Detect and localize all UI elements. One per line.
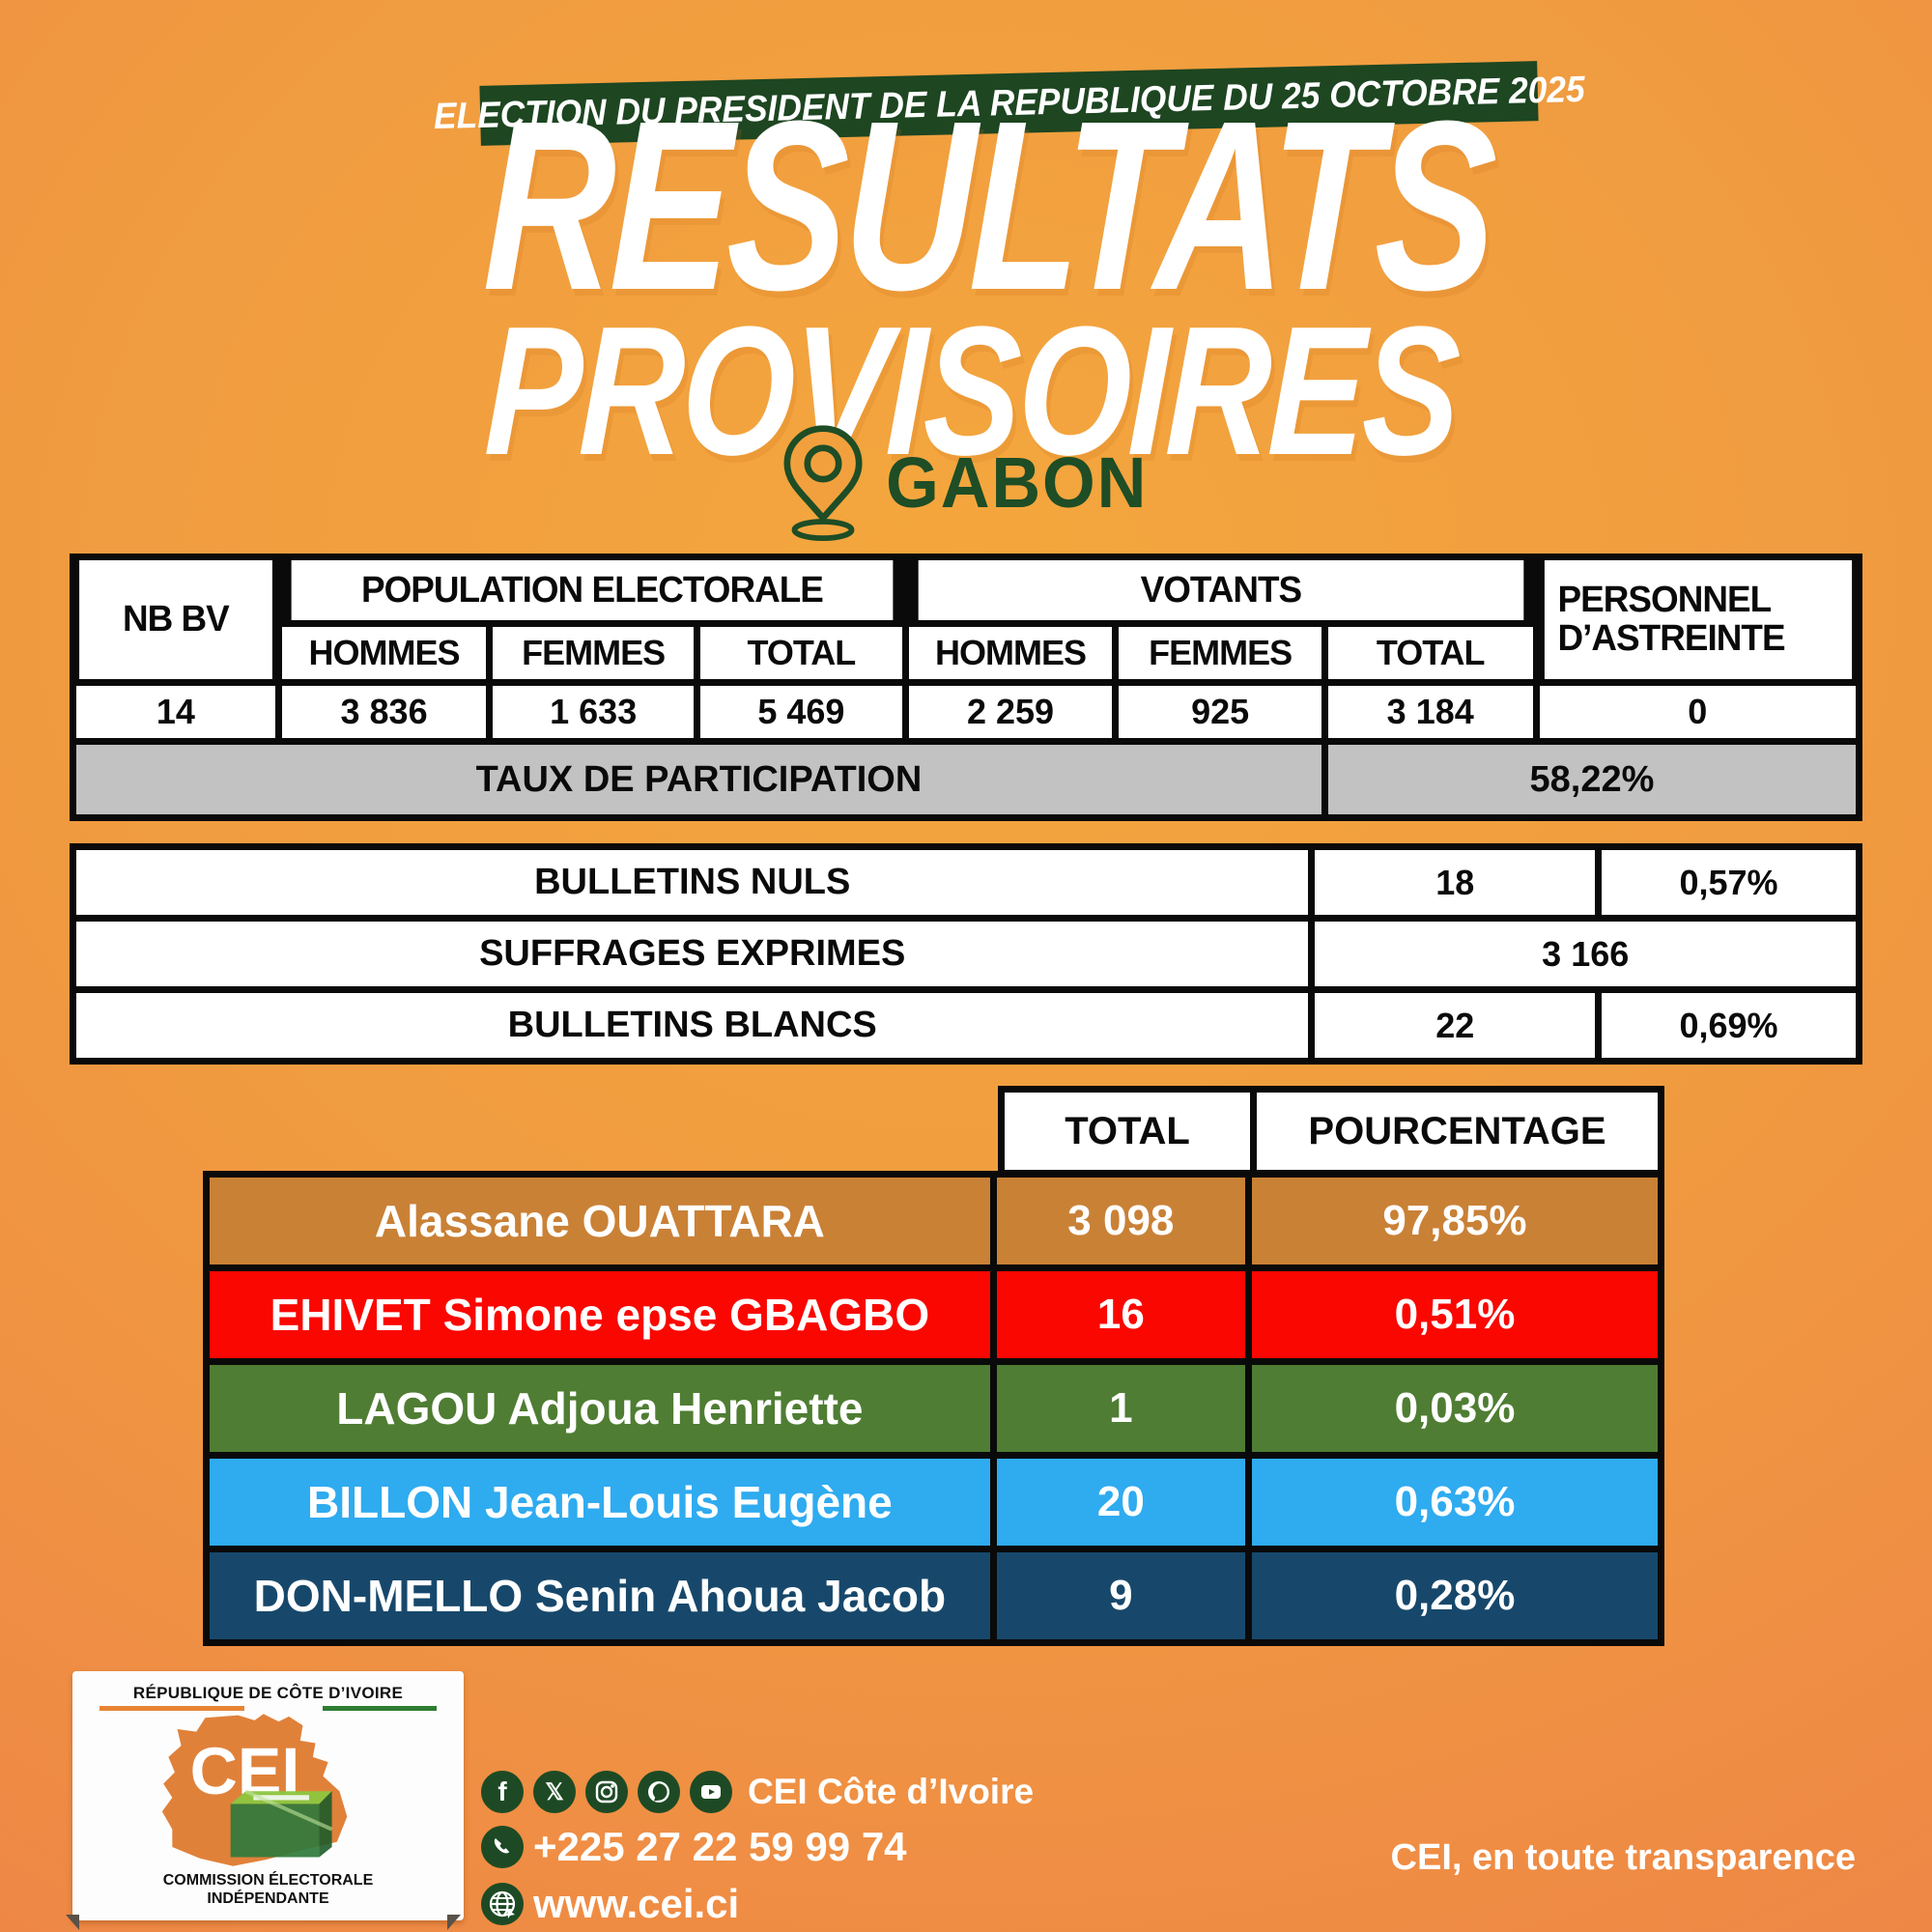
vot-femmes-value: 925 bbox=[1119, 686, 1321, 738]
results-total-header: TOTAL bbox=[1005, 1093, 1251, 1170]
vot-hommes-header: HOMMES bbox=[908, 627, 1113, 679]
candidate-pct: 0,63% bbox=[1251, 1459, 1658, 1546]
instagram-icon bbox=[585, 1771, 628, 1813]
candidate-name: LAGOU Adjoua Henriette bbox=[210, 1365, 990, 1452]
candidate-name: Alassane OUATTARA bbox=[210, 1178, 990, 1264]
results-table: Alassane OUATTARA 3 098 97,85% EHIVET Si… bbox=[203, 1171, 1664, 1646]
vot-femmes-header: FEMMES bbox=[1119, 627, 1321, 679]
suffrages-exprimes-count: 3 166 bbox=[1315, 922, 1856, 986]
pop-hommes-header: HOMMES bbox=[281, 627, 487, 679]
phone-number: +225 27 22 59 99 74 bbox=[533, 1824, 907, 1869]
bulletins-blancs-count: 22 bbox=[1315, 993, 1596, 1058]
pop-total-value: 5 469 bbox=[700, 686, 902, 738]
stats-header-votants: VOTANTS bbox=[918, 560, 1523, 620]
results-pourcentage-header: POURCENTAGE bbox=[1257, 1093, 1658, 1170]
card-fold-right bbox=[447, 1915, 461, 1930]
candidate-pct: 0,51% bbox=[1251, 1271, 1658, 1358]
phone-icon bbox=[481, 1826, 524, 1868]
flag-bar-orange bbox=[99, 1706, 244, 1711]
candidate-name: BILLON Jean-Louis Eugène bbox=[210, 1459, 990, 1546]
card-fold-left bbox=[66, 1915, 79, 1930]
bulletins-nuls-count: 18 bbox=[1315, 850, 1596, 915]
results-table-header: TOTAL POURCENTAGE bbox=[998, 1086, 1664, 1177]
candidate-total: 1 bbox=[996, 1365, 1245, 1452]
bulletins-nuls-label: BULLETINS NULS bbox=[76, 850, 1309, 915]
phone-row: +225 27 22 59 99 74 bbox=[481, 1824, 1034, 1870]
logo-org-line1: COMMISSION ÉLECTORALE bbox=[162, 1872, 374, 1889]
x-icon: 𝕏 bbox=[533, 1771, 576, 1813]
logo-org-text: COMMISSION ÉLECTORALE INDÉPENDANTE bbox=[72, 1872, 464, 1909]
bulletins-blancs-label: BULLETINS BLANCS bbox=[76, 993, 1309, 1058]
location-name: GABON bbox=[886, 441, 1149, 523]
suffrages-exprimes-label: SUFFRAGES EXPRIMES bbox=[76, 922, 1309, 986]
personnel-value: 0 bbox=[1539, 686, 1856, 738]
nbbv-value: 14 bbox=[76, 686, 275, 738]
stats-header-nbbv: NB BV bbox=[79, 560, 272, 679]
cei-logo-card: RÉPUBLIQUE DE CÔTE D’IVOIRE CEI COMMISSI… bbox=[72, 1671, 464, 1920]
social-row: f 𝕏 CEI Côte d’Ivoire bbox=[481, 1771, 1034, 1813]
candidate-pct: 0,28% bbox=[1251, 1552, 1658, 1639]
logo-org-line2: INDÉPENDANTE bbox=[207, 1890, 329, 1908]
globe-icon bbox=[481, 1883, 524, 1925]
candidate-pct: 97,85% bbox=[1251, 1178, 1658, 1264]
ballots-table: BULLETINS NULS 18 0,57% SUFFRAGES EXPRIM… bbox=[70, 843, 1862, 1065]
vot-hommes-value: 2 259 bbox=[908, 686, 1113, 738]
pop-total-header: TOTAL bbox=[700, 627, 902, 679]
participation-value: 58,22% bbox=[1327, 745, 1856, 814]
pop-femmes-header: FEMMES bbox=[493, 627, 695, 679]
footer-contact-block: f 𝕏 CEI Côte d’Ivoire +225 27 22 59 99 7… bbox=[481, 1771, 1034, 1927]
candidate-name: DON-MELLO Senin Ahoua Jacob bbox=[210, 1552, 990, 1639]
social-page-name: CEI Côte d’Ivoire bbox=[748, 1772, 1035, 1811]
pop-femmes-value: 1 633 bbox=[493, 686, 695, 738]
vot-total-header: TOTAL bbox=[1327, 627, 1533, 679]
participation-label: TAUX DE PARTICIPATION bbox=[76, 745, 1321, 814]
bulletins-nuls-pct: 0,57% bbox=[1602, 850, 1856, 915]
facebook-icon: f bbox=[481, 1771, 524, 1813]
location-header: GABON bbox=[0, 423, 1932, 541]
pop-hommes-value: 3 836 bbox=[281, 686, 487, 738]
candidate-total: 20 bbox=[996, 1459, 1245, 1546]
stats-header-personnel: PERSONNEL D’ASTREINTE bbox=[1544, 560, 1852, 679]
personnel-line2: D’ASTREINTE bbox=[1556, 617, 1785, 659]
flag-bar-green bbox=[323, 1706, 437, 1711]
candidate-pct: 0,03% bbox=[1251, 1365, 1658, 1452]
stats-table: NB BV POPULATION ELECTORALE VOTANTS PERS… bbox=[70, 554, 1862, 821]
stats-header-population: POPULATION ELECTORALE bbox=[291, 560, 894, 620]
bulletins-blancs-pct: 0,69% bbox=[1602, 993, 1856, 1058]
vot-total-value: 3 184 bbox=[1327, 686, 1533, 738]
whatsapp-icon bbox=[638, 1771, 680, 1813]
logo-flag-bars bbox=[72, 1703, 464, 1711]
candidate-total: 3 098 bbox=[996, 1178, 1245, 1264]
youtube-icon bbox=[690, 1771, 732, 1813]
candidate-total: 9 bbox=[996, 1552, 1245, 1639]
location-pin-icon bbox=[783, 425, 863, 541]
website-row: www.cei.ci bbox=[481, 1881, 1034, 1927]
logo-country-text: RÉPUBLIQUE DE CÔTE D’IVOIRE bbox=[132, 1684, 404, 1702]
website-url: www.cei.ci bbox=[533, 1881, 740, 1926]
candidate-name: EHIVET Simone epse GBAGBO bbox=[210, 1271, 990, 1358]
personnel-line1: PERSONNEL bbox=[1556, 579, 1772, 620]
cei-map-logo: CEI bbox=[161, 1714, 347, 1866]
candidate-total: 16 bbox=[996, 1271, 1245, 1358]
tagline: CEI, en toute transparence bbox=[1390, 1837, 1856, 1878]
